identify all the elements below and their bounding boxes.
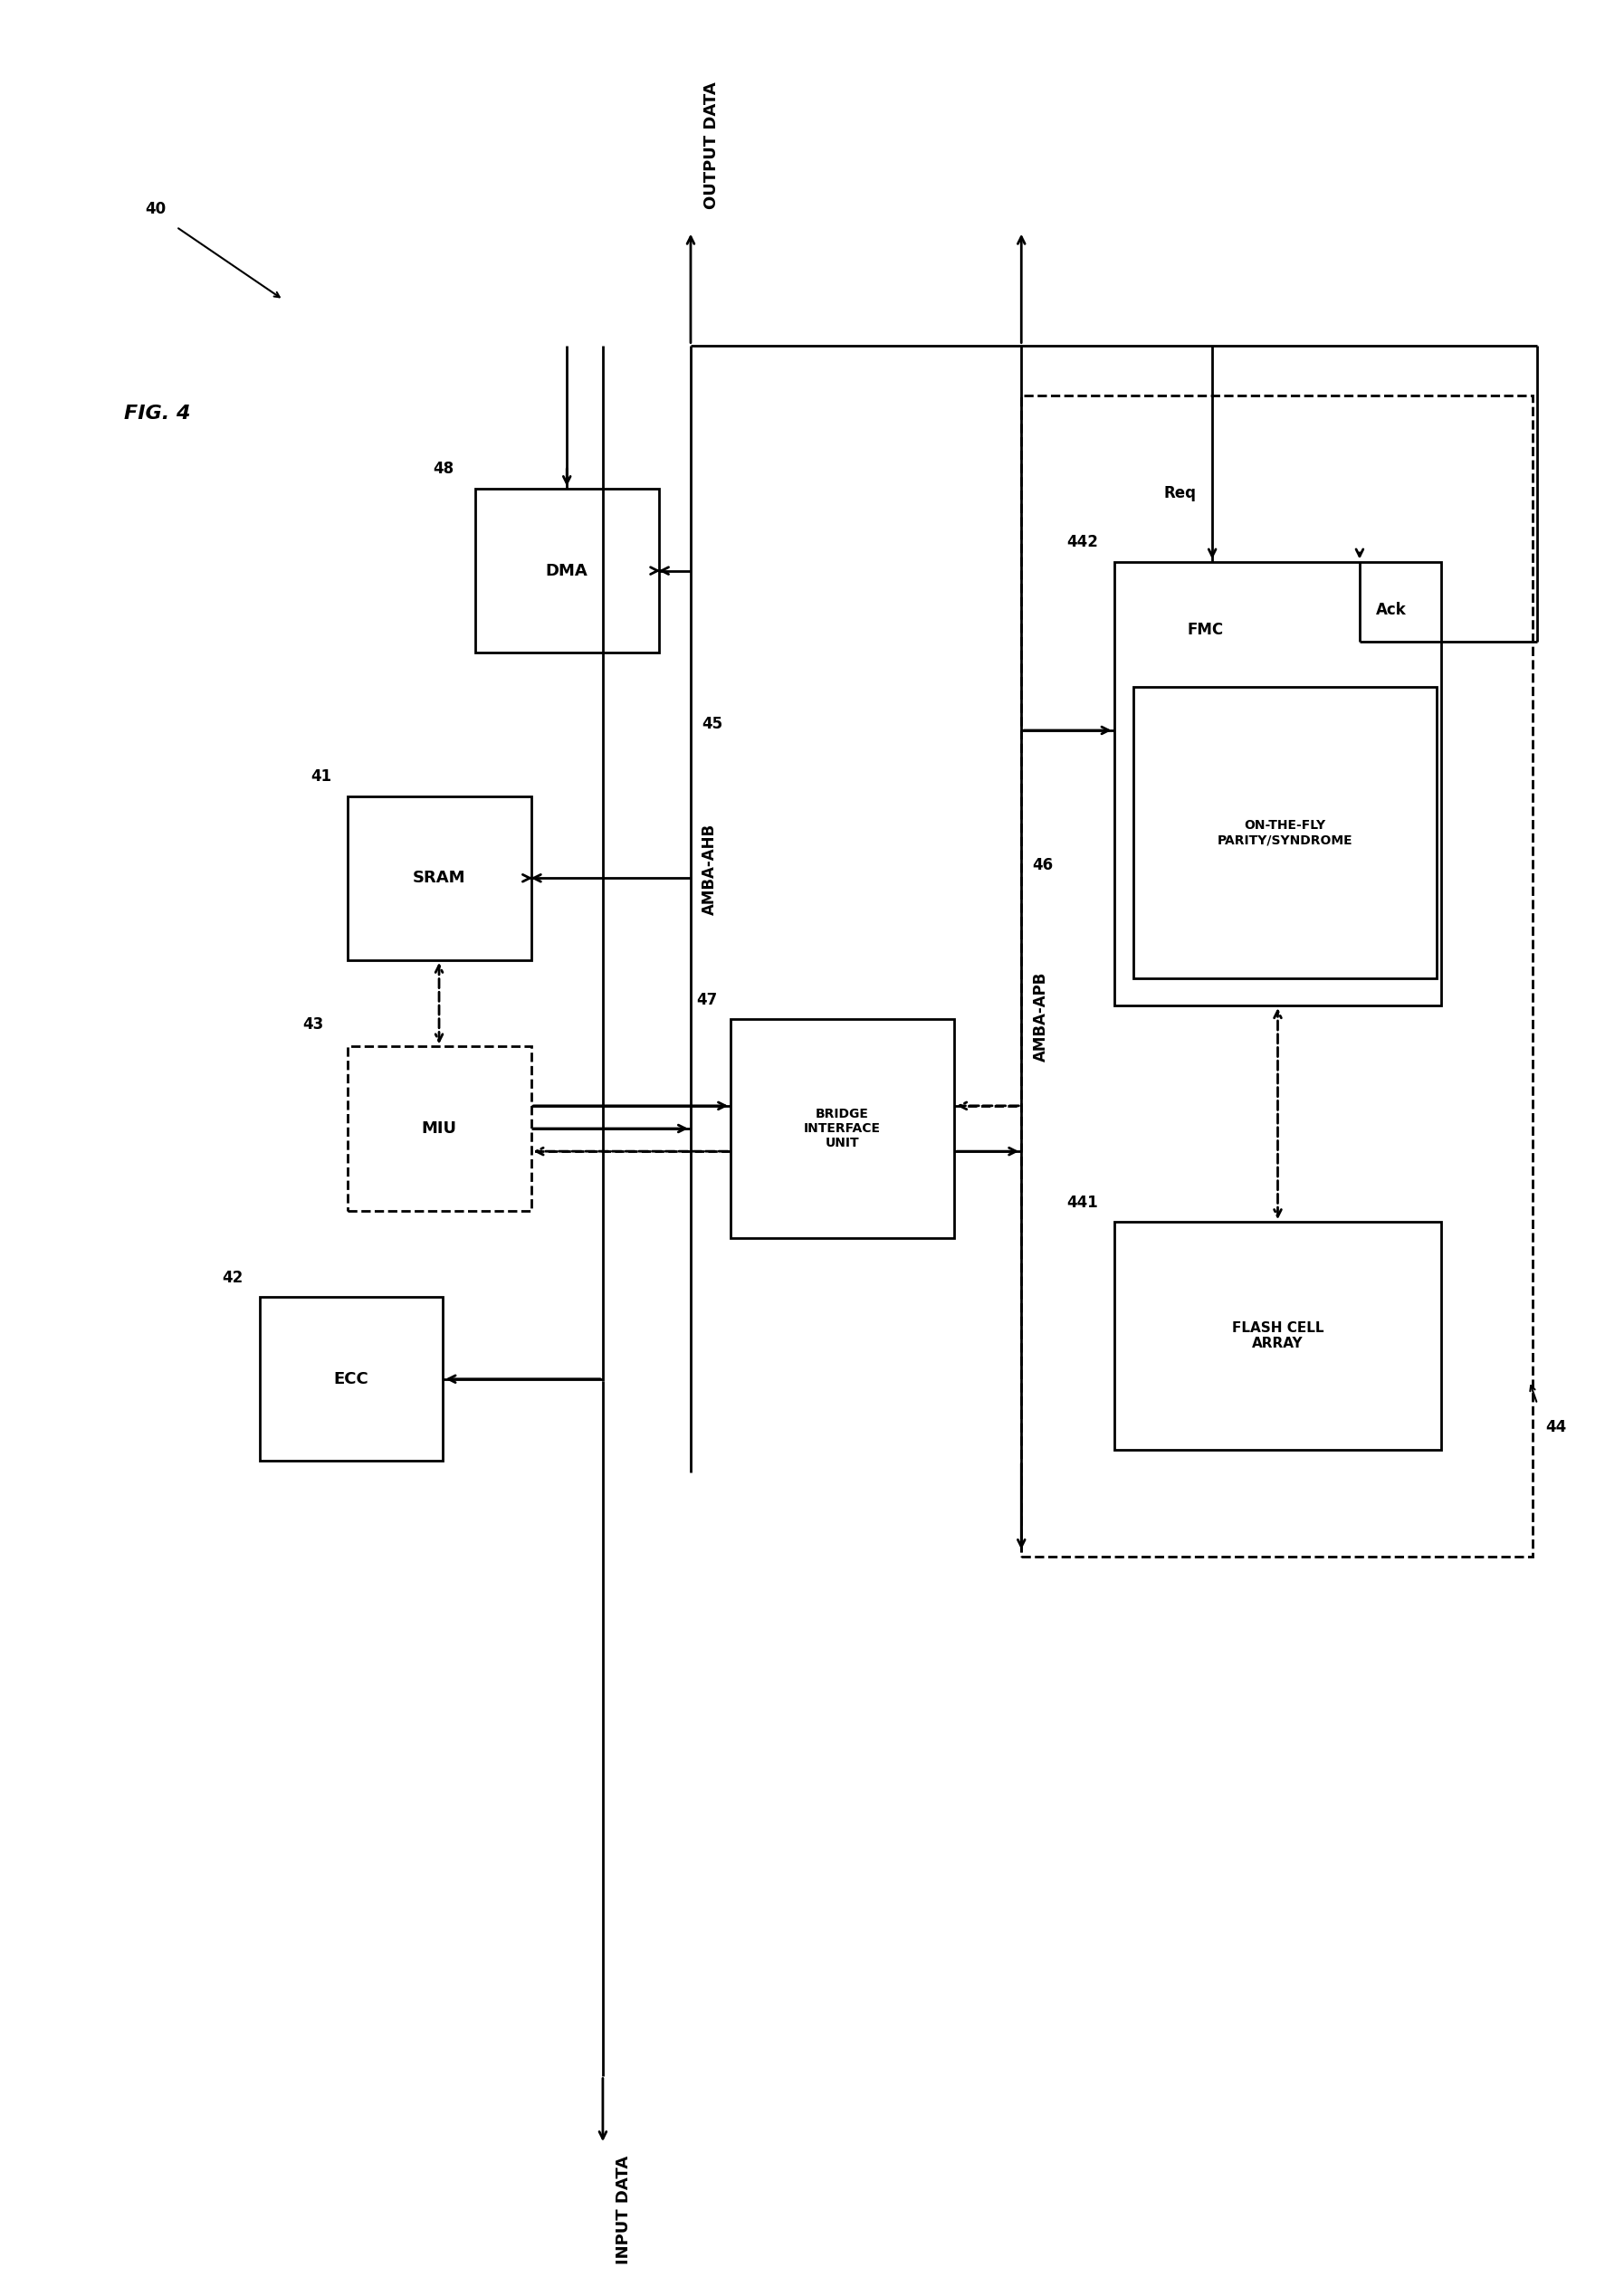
Text: 42: 42 bbox=[223, 1270, 244, 1286]
FancyBboxPatch shape bbox=[260, 1297, 443, 1460]
Text: ON-THE-FLY
PARITY/SYNDROME: ON-THE-FLY PARITY/SYNDROME bbox=[1217, 820, 1353, 847]
Text: FLASH CELL
ARRAY: FLASH CELL ARRAY bbox=[1231, 1320, 1324, 1350]
Text: SRAM: SRAM bbox=[412, 870, 465, 886]
Text: 45: 45 bbox=[701, 716, 722, 732]
FancyBboxPatch shape bbox=[347, 797, 531, 960]
Text: BRIDGE
INTERFACE
UNIT: BRIDGE INTERFACE UNIT bbox=[804, 1107, 881, 1150]
FancyBboxPatch shape bbox=[1133, 687, 1436, 978]
Text: Req: Req bbox=[1164, 484, 1196, 501]
Text: AMBA-AHB: AMBA-AHB bbox=[701, 824, 717, 914]
Text: 47: 47 bbox=[697, 992, 717, 1008]
Text: 46: 46 bbox=[1032, 856, 1053, 872]
Text: FIG. 4: FIG. 4 bbox=[124, 404, 189, 422]
Text: INPUT DATA: INPUT DATA bbox=[616, 2156, 632, 2264]
FancyBboxPatch shape bbox=[1114, 1221, 1441, 1449]
FancyBboxPatch shape bbox=[730, 1019, 955, 1238]
Text: AMBA-APB: AMBA-APB bbox=[1032, 971, 1048, 1063]
Text: 441: 441 bbox=[1067, 1194, 1098, 1210]
Text: 48: 48 bbox=[433, 461, 454, 478]
Text: MIU: MIU bbox=[422, 1120, 457, 1137]
Text: FMC: FMC bbox=[1188, 622, 1225, 638]
Text: OUTPUT DATA: OUTPUT DATA bbox=[703, 80, 719, 209]
Text: Ack: Ack bbox=[1375, 602, 1406, 618]
Text: DMA: DMA bbox=[546, 563, 587, 579]
FancyBboxPatch shape bbox=[1114, 563, 1441, 1006]
Text: 442: 442 bbox=[1066, 535, 1098, 551]
Text: 41: 41 bbox=[310, 769, 331, 785]
Text: 40: 40 bbox=[144, 200, 165, 216]
Text: ECC: ECC bbox=[334, 1371, 369, 1387]
Text: 43: 43 bbox=[302, 1017, 323, 1033]
FancyBboxPatch shape bbox=[475, 489, 658, 652]
FancyBboxPatch shape bbox=[347, 1047, 531, 1210]
Text: 44: 44 bbox=[1546, 1419, 1566, 1435]
